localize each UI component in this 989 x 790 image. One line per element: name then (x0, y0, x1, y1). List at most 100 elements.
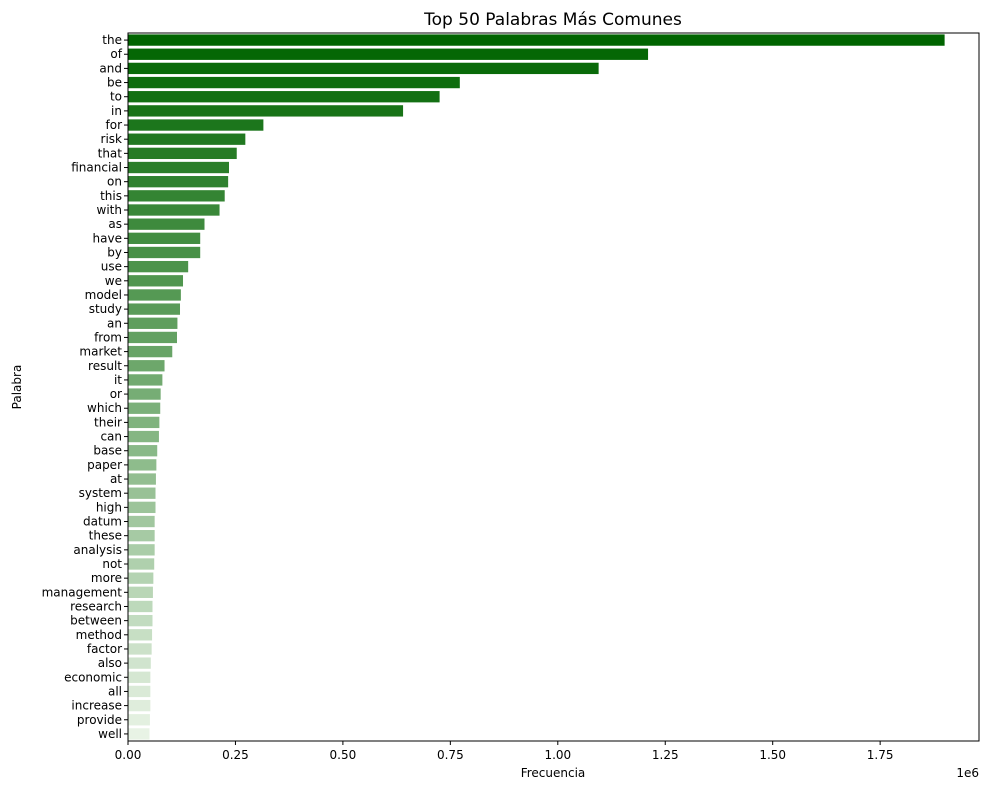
y-tick-label: this (100, 189, 122, 203)
y-tick-label: on (107, 175, 122, 189)
y-tick-label: the (102, 33, 122, 47)
bar-research (128, 600, 153, 613)
x-tick-label: 0.50 (330, 748, 357, 762)
bar-analysis (128, 544, 155, 556)
y-tick-label: well (98, 727, 122, 741)
bar-risk (128, 133, 246, 145)
bar-increase (128, 699, 151, 712)
bar-this (128, 190, 225, 202)
bar-management (128, 586, 153, 598)
y-tick-label: be (107, 76, 122, 90)
bar-all (128, 685, 151, 698)
bar-be (128, 76, 460, 89)
bar-paper (128, 459, 157, 471)
y-tick-label: high (96, 500, 122, 514)
bar-for (128, 119, 264, 131)
y-tick-label: more (91, 571, 122, 585)
bar-datum (128, 515, 155, 528)
y-tick-label: paper (87, 458, 122, 472)
bar-economic (128, 671, 151, 683)
y-tick-label: research (70, 599, 122, 613)
bar-market (128, 345, 173, 358)
y-tick-label: model (85, 288, 122, 302)
y-tick-label: for (106, 118, 123, 132)
bar-also (128, 657, 151, 669)
y-tick-label: these (89, 529, 122, 543)
bar-well (128, 728, 150, 740)
bar-method (128, 629, 153, 641)
bar-as (128, 218, 205, 230)
y-tick-label: study (89, 302, 122, 316)
y-tick-label: have (93, 231, 122, 245)
x-tick-label: 0.75 (437, 748, 464, 762)
bar-can (128, 430, 159, 443)
y-tick-label: management (42, 585, 123, 599)
bar-of (128, 48, 649, 60)
y-tick-label: increase (71, 699, 122, 713)
x-tick-label: 1.75 (867, 748, 894, 762)
bar-their (128, 416, 160, 429)
bar-have (128, 232, 201, 244)
x-tick-label: 1.50 (759, 748, 786, 762)
x-offset-label: 1e6 (956, 766, 979, 780)
bar-result (128, 360, 165, 372)
y-tick-label: factor (87, 642, 122, 656)
y-tick-label: also (98, 656, 122, 670)
bar-on (128, 176, 229, 188)
y-tick-label: can (100, 430, 122, 444)
y-tick-label: economic (64, 670, 122, 684)
bar-study (128, 303, 181, 315)
y-tick-label: result (88, 359, 122, 373)
x-axis-label: Frecuencia (521, 766, 586, 780)
chart-title: Top 50 Palabras Más Comunes (423, 10, 682, 30)
bar-that (128, 147, 237, 160)
bar-high (128, 501, 156, 514)
y-tick-label: by (107, 245, 122, 259)
x-tick-label: 1.00 (544, 748, 571, 762)
bar-more (128, 572, 154, 584)
bar-financial (128, 161, 230, 174)
y-tick-label: of (110, 47, 122, 61)
bar-it (128, 374, 163, 386)
x-tick-label: 0.00 (115, 748, 142, 762)
y-tick-label: risk (101, 132, 123, 146)
y-tick-label: analysis (73, 543, 122, 557)
bar-to (128, 91, 440, 103)
y-tick-label: method (76, 628, 122, 642)
bar-the (128, 34, 945, 46)
bar-system (128, 487, 156, 499)
y-tick-label: we (105, 274, 122, 288)
y-tick-label: base (93, 444, 122, 458)
bar-factor (128, 643, 152, 655)
y-tick-label: and (99, 61, 122, 75)
y-tick-label: financial (71, 161, 122, 175)
y-tick-label: which (87, 401, 122, 415)
bar-from (128, 331, 177, 344)
bars-group (128, 34, 945, 740)
x-tick-label: 0.25 (222, 748, 249, 762)
y-tick-label: to (110, 90, 122, 104)
bar-which (128, 402, 161, 414)
bar-provide (128, 714, 150, 726)
y-tick-labels: theofandbetoinforriskthatfinancialonthis… (42, 33, 128, 741)
bar-with (128, 204, 220, 216)
bar-in (128, 105, 404, 117)
bar-between (128, 614, 153, 627)
y-tick-label: an (107, 316, 122, 330)
y-tick-label: use (101, 260, 122, 274)
bar-not (128, 558, 155, 570)
bar-we (128, 275, 184, 287)
y-axis-label: Palabra (10, 365, 24, 410)
y-tick-label: datum (83, 515, 122, 529)
y-tick-label: in (111, 104, 122, 118)
y-tick-label: between (70, 614, 122, 628)
y-tick-label: with (97, 203, 122, 217)
x-tick-labels: 0.00 0.25 0.50 0.75 1.00 1.25 1.50 1.75 (115, 741, 894, 762)
bar-these (128, 530, 155, 542)
y-tick-label: all (108, 684, 122, 698)
y-tick-label: or (110, 387, 122, 401)
bar-base (128, 445, 158, 457)
x-tick-label: 1.25 (652, 748, 679, 762)
bar-or (128, 388, 161, 400)
